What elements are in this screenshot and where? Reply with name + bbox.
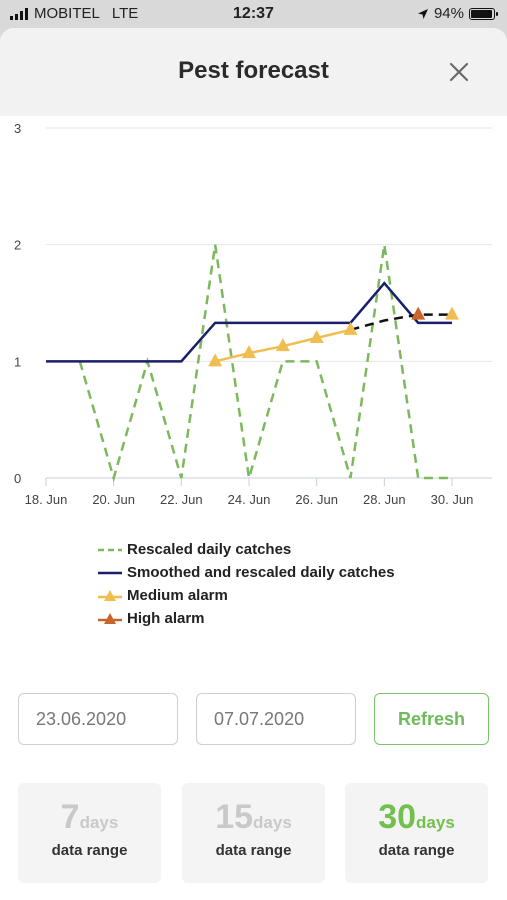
series-rescaled-line xyxy=(78,244,452,483)
date-from-field[interactable]: 23.06.2020 xyxy=(18,693,178,745)
range-15-days-button[interactable]: 15 days data range xyxy=(182,783,325,883)
status-left: MOBITEL LTE xyxy=(10,5,138,22)
legend-item-smoothed[interactable]: Smoothed and rescaled daily catches xyxy=(96,561,395,584)
refresh-button[interactable]: Refresh xyxy=(374,693,489,745)
range-unit: days xyxy=(79,813,119,832)
legend-item-medium-alarm[interactable]: Medium alarm xyxy=(96,584,395,607)
range-label: data range xyxy=(378,842,455,859)
legend-item-rescaled[interactable]: Rescaled daily catches xyxy=(96,538,395,561)
x-tick-label: 26. Jun xyxy=(295,492,338,507)
triangle-icon xyxy=(98,589,122,601)
range-unit: days xyxy=(416,813,455,832)
battery-percent: 94% xyxy=(433,5,464,22)
y-tick-label: 2 xyxy=(14,238,21,253)
range-number: 30 xyxy=(378,798,417,836)
medium-alarm-marker xyxy=(275,338,290,352)
battery-icon xyxy=(469,7,498,20)
legend-label: Rescaled daily catches xyxy=(127,541,292,558)
legend-label: Smoothed and rescaled daily catches xyxy=(127,564,395,581)
x-tick-label: 22. Jun xyxy=(160,492,203,507)
solid-line-icon xyxy=(98,571,122,574)
range-label: data range xyxy=(51,842,128,859)
carrier-name: MOBITEL xyxy=(34,5,100,22)
range-7-days-button[interactable]: 7 days data range xyxy=(18,783,161,883)
range-unit: days xyxy=(253,813,292,832)
status-time: 12:37 xyxy=(233,5,274,22)
legend-label: High alarm xyxy=(127,610,205,627)
status-right: 94% xyxy=(417,5,498,22)
x-tick-label: 28. Jun xyxy=(363,492,406,507)
location-arrow-icon xyxy=(417,8,428,19)
x-tick-label: 20. Jun xyxy=(92,492,135,507)
series-forecast-line xyxy=(350,313,452,332)
medium-alarm-marker xyxy=(208,353,223,367)
legend-item-high-alarm[interactable]: High alarm xyxy=(96,607,395,630)
dashed-line-icon xyxy=(98,548,122,551)
legend-label: Medium alarm xyxy=(127,587,228,604)
sheet-header: Pest forecast xyxy=(0,28,507,116)
range-value: 7 days xyxy=(18,798,161,836)
signal-icon xyxy=(10,7,28,20)
range-number: 7 xyxy=(60,798,80,836)
triangle-icon xyxy=(98,612,122,624)
x-tick-label: 30. Jun xyxy=(431,492,474,507)
x-tick-label: 18. Jun xyxy=(25,492,68,507)
page-title: Pest forecast xyxy=(178,57,329,84)
medium-alarm-marker xyxy=(343,321,358,335)
high-alarm-marker xyxy=(411,306,426,320)
chart-legend: Rescaled daily catches Smoothed and resc… xyxy=(96,538,395,630)
pest-forecast-chart: 0 1 2 3 18. Jun 20. Jun 22. Jun 24. Jun 26. Jun 2… xyxy=(14,121,492,507)
x-tick-label: 24. Jun xyxy=(228,492,271,507)
medium-alarm-marker xyxy=(309,330,324,343)
range-value: 15 days xyxy=(182,798,325,836)
status-bar: MOBITEL LTE 12:37 94% xyxy=(0,0,507,30)
series-smoothed-line xyxy=(46,281,452,363)
medium-alarm-marker xyxy=(445,306,459,320)
close-icon[interactable] xyxy=(449,62,469,82)
range-label: data range xyxy=(215,842,292,859)
medium-alarm-marker xyxy=(242,345,256,359)
y-tick-label: 1 xyxy=(14,354,21,369)
network-type: LTE xyxy=(111,5,139,22)
range-number: 15 xyxy=(215,798,254,836)
range-value: 30 days xyxy=(345,798,488,836)
forecast-sheet: Pest forecast 0 1 2 3 18. Jun 20. Jun 22. Jun 2… xyxy=(0,28,507,900)
y-tick-label: 0 xyxy=(14,471,21,486)
date-to-field[interactable]: 07.07.2020 xyxy=(196,693,356,745)
range-30-days-button[interactable]: 30 days data range xyxy=(345,783,488,883)
y-tick-label: 3 xyxy=(14,121,21,136)
